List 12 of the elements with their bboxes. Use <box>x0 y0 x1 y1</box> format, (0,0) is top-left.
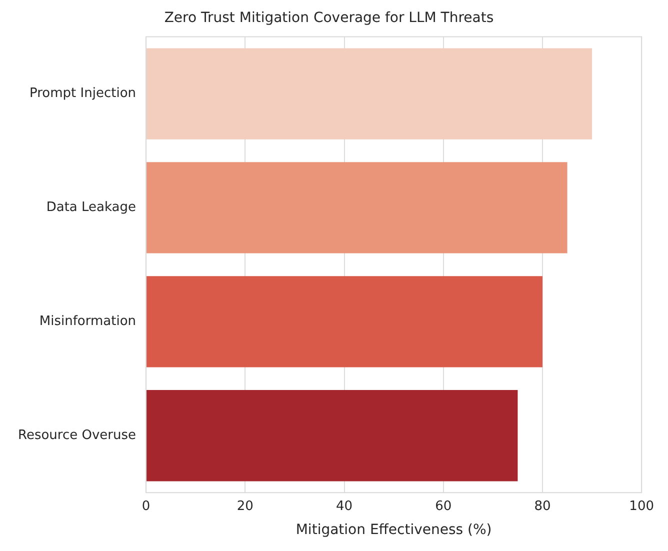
y-tick-label: Resource Overuse <box>18 428 136 443</box>
x-axis-title: Mitigation Effectiveness (%) <box>296 522 492 538</box>
x-tick-label: 40 <box>336 498 353 514</box>
chart-title: Zero Trust Mitigation Coverage for LLM Threats <box>164 10 494 26</box>
y-tick-label: Data Leakage <box>46 200 136 216</box>
x-tick-label: 60 <box>435 498 452 514</box>
x-tick-label: 100 <box>629 498 654 514</box>
y-tick-label: Misinformation <box>39 314 136 330</box>
y-tick-label: Prompt Injection <box>30 86 136 102</box>
x-tick-label: 20 <box>236 498 254 514</box>
x-tick-label: 0 <box>142 498 150 514</box>
x-tick-label: 80 <box>534 498 551 514</box>
